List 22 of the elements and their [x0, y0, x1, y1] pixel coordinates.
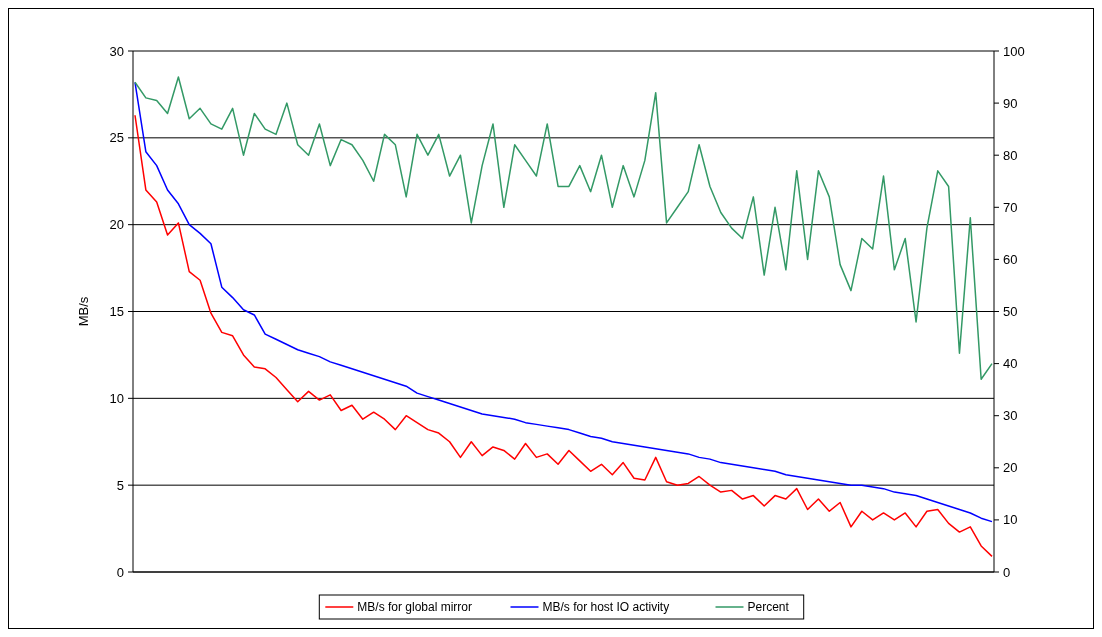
y-tick-label: 5: [116, 477, 124, 493]
y2-tick-label: 80: [1003, 147, 1018, 163]
legend-label: Percent: [747, 600, 790, 615]
y2-tick-label: 100: [1003, 43, 1025, 59]
y2-tick-label: 70: [1003, 199, 1018, 215]
y-tick-label: 15: [109, 304, 124, 320]
y2-tick-label: 90: [1003, 95, 1018, 111]
y-tick-label: 30: [109, 43, 124, 59]
y-tick-label: 25: [109, 130, 124, 146]
y2-tick-label: 60: [1003, 251, 1018, 267]
y2-tick-label: 0: [1003, 564, 1011, 580]
y2-tick-label: 30: [1003, 408, 1018, 424]
y2-tick-label: 10: [1003, 512, 1018, 528]
y2-tick-label: 50: [1003, 304, 1018, 320]
y-axis-title: MB/s: [76, 296, 91, 327]
y-tick-label: 20: [109, 217, 124, 233]
y-tick-label: 0: [116, 564, 124, 580]
y2-tick-label: 20: [1003, 460, 1018, 476]
y2-tick-label: 40: [1003, 356, 1018, 372]
y-tick-label: 10: [109, 390, 124, 406]
legend-label: MB/s for host IO activity: [542, 600, 670, 615]
legend-label: MB/s for global mirror: [357, 600, 472, 615]
